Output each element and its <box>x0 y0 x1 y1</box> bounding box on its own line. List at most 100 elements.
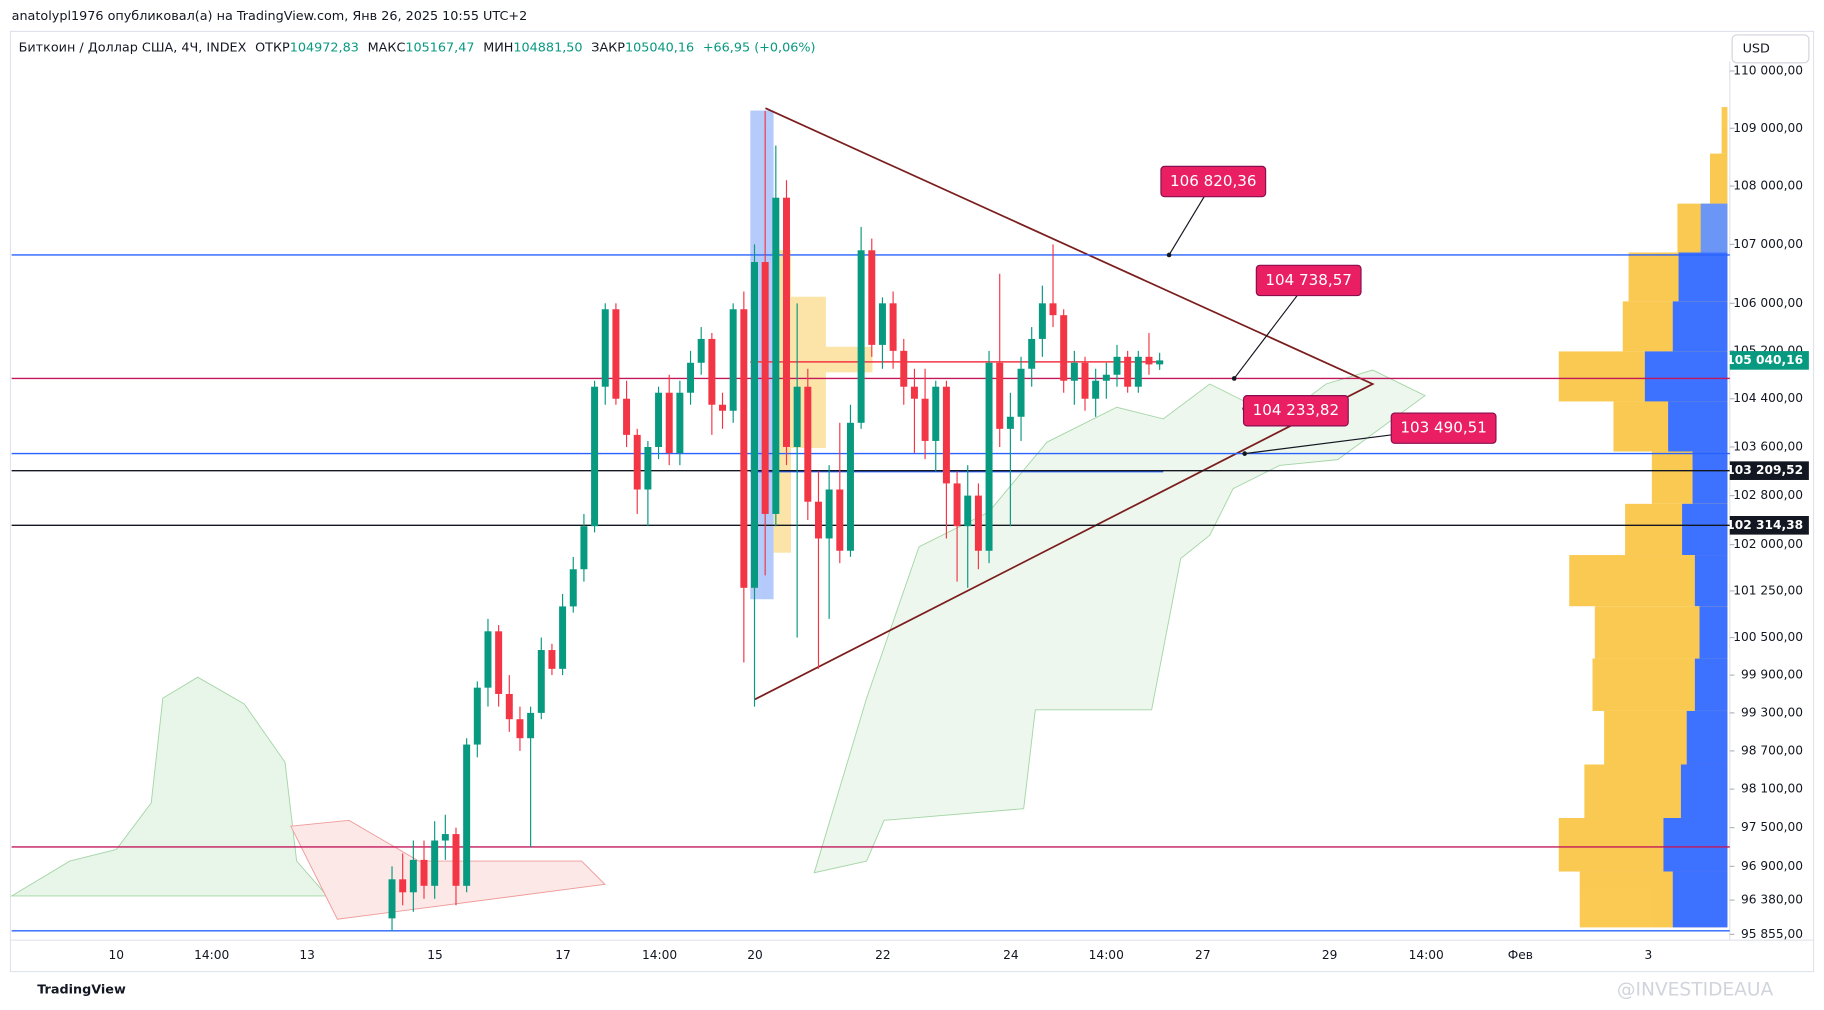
currency-label[interactable]: USD <box>1743 41 1770 56</box>
candle-body <box>964 495 972 527</box>
candle-body <box>516 719 524 739</box>
candle-body <box>1049 303 1057 316</box>
candle-body <box>708 338 716 405</box>
candle-body <box>452 834 460 886</box>
candle-body <box>537 650 545 713</box>
candle-body <box>804 386 812 502</box>
candle-body <box>985 362 993 551</box>
candle-body <box>1145 356 1153 365</box>
cloud <box>813 369 1426 874</box>
candle-body <box>612 309 620 399</box>
candle-body <box>1006 416 1014 429</box>
candle-body <box>569 569 577 607</box>
currency-button[interactable] <box>1731 34 1810 64</box>
price-label: 102 314,38 <box>1726 518 1803 532</box>
high-label: МАКС <box>368 40 406 55</box>
vp-row <box>1686 710 1728 765</box>
vp-row <box>1700 203 1728 253</box>
y-tick-label: 101 250,00 <box>1733 583 1803 597</box>
candle-body <box>814 501 822 539</box>
candle-body <box>697 338 705 363</box>
x-tick-label: 20 <box>747 948 763 962</box>
candle-body <box>676 392 684 454</box>
vp-row <box>1672 871 1728 928</box>
vp-row <box>1694 555 1728 607</box>
x-tick-label: 10 <box>109 948 125 962</box>
candle-body <box>793 386 801 447</box>
y-tick-label: 102 800,00 <box>1733 488 1803 502</box>
candle-body <box>431 840 439 886</box>
candle-body <box>900 350 908 387</box>
candle-body <box>591 386 599 527</box>
vp-row <box>1699 606 1728 659</box>
y-tick-label: 103 600,00 <box>1733 439 1803 453</box>
candle-body <box>548 650 556 669</box>
candle-body <box>1060 315 1068 381</box>
price-label-bg <box>1729 351 1809 370</box>
candle-body <box>836 489 844 551</box>
watermark: @INVESTIDEAUA <box>1617 980 1774 1001</box>
x-tick-label: 14:00 <box>642 948 677 962</box>
volume-profile <box>1558 107 1728 928</box>
candle-body <box>623 398 631 435</box>
y-tick-label: 109 000,00 <box>1733 121 1803 135</box>
open-label: ОТКР <box>255 40 290 55</box>
candle-body <box>751 262 758 588</box>
low: 104881,50 <box>513 40 582 55</box>
candle-body <box>420 859 428 886</box>
candle-body <box>740 309 748 588</box>
callout-label: 104 233,82 <box>1253 401 1340 419</box>
candle-body <box>761 262 769 514</box>
candle-body <box>1124 356 1132 387</box>
low-label: МИН <box>483 40 513 55</box>
cloud <box>290 819 606 920</box>
candle-body <box>1017 368 1025 417</box>
candle-body <box>441 834 449 841</box>
callout-point <box>1231 376 1237 381</box>
x-tick-label: Фев <box>1508 948 1533 962</box>
vp-row <box>1694 658 1728 711</box>
candle-body <box>1156 360 1164 365</box>
candle-body <box>932 386 940 441</box>
vp-row <box>1672 301 1728 352</box>
candle-body <box>665 392 673 454</box>
candle-body <box>782 197 790 447</box>
callout-line <box>1233 280 1310 379</box>
candle-body <box>878 303 886 345</box>
candle-body <box>942 386 950 484</box>
publisher: anatolypl1976 опубликовал(а) на TradingV… <box>12 9 528 24</box>
candle-body <box>484 631 492 688</box>
candle-body <box>953 483 961 527</box>
x-tick-label: 15 <box>427 948 443 962</box>
x-tick-label: 17 <box>555 948 571 962</box>
candle-body <box>388 879 396 919</box>
callout-box <box>1242 395 1349 427</box>
vp-row <box>1721 107 1728 154</box>
candle-body <box>729 309 737 411</box>
plot: 105 040,16 103 209,52 102 314,38 106 820,36… <box>11 111 1809 932</box>
y-tick-label: 95 855,00 <box>1741 927 1803 941</box>
candle-body <box>1070 362 1078 381</box>
vp-row <box>1680 764 1728 819</box>
candle-body <box>868 250 876 345</box>
vp-row <box>1644 351 1728 402</box>
callout-point <box>1242 451 1248 456</box>
candle-body <box>559 606 567 669</box>
candle-body <box>974 495 982 551</box>
candle-body <box>921 398 929 441</box>
price-label: 105 040,16 <box>1726 353 1803 367</box>
candle-body <box>1081 362 1089 399</box>
y-tick-label: 98 700,00 <box>1741 743 1803 757</box>
close: 105040,16 <box>625 40 694 55</box>
candle-body <box>1102 374 1110 381</box>
candle-body <box>527 712 535 739</box>
x-tick-label: 3 <box>1644 948 1652 962</box>
x-tick-label: 22 <box>875 948 891 962</box>
x-tick-label: 24 <box>1003 948 1019 962</box>
y-tick-label: 100 500,00 <box>1733 630 1803 644</box>
candle-body <box>1092 380 1100 399</box>
candle-body <box>633 434 641 490</box>
y-tick-label: 106 000,00 <box>1733 296 1803 310</box>
vp-row <box>1710 153 1728 204</box>
candle-body <box>463 744 471 886</box>
